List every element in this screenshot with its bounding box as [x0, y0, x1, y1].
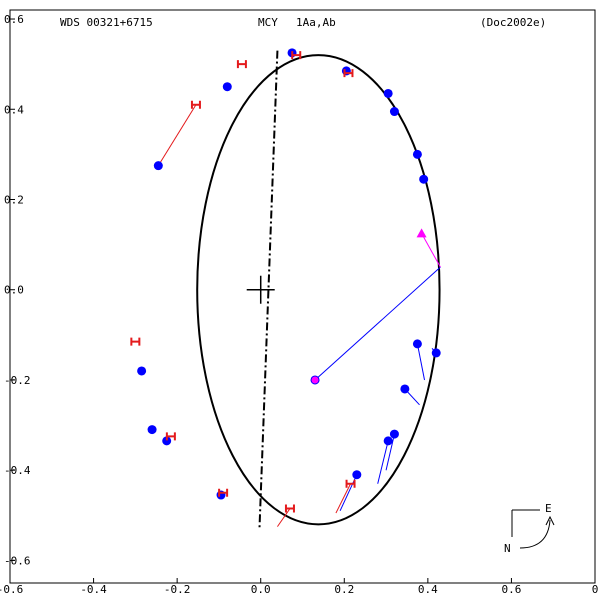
compass-arrowhead-icon — [545, 515, 555, 526]
header-orbit-ref: (Doc2002e) — [480, 16, 546, 29]
measurement-point — [383, 88, 393, 98]
hst-measurement-point — [284, 504, 295, 513]
hst-measurement-point — [236, 60, 247, 69]
y-tick-label: 0.0 — [4, 284, 24, 297]
compass-arrow-icon — [519, 519, 551, 549]
residual-line — [314, 266, 441, 381]
hst-measurement-point — [291, 51, 302, 60]
first-measurement-point — [310, 375, 320, 385]
hst-measurement-point — [130, 337, 141, 346]
x-tick-label: -0.6 — [0, 583, 23, 596]
x-tick-label: 0.2 — [334, 583, 354, 596]
y-tick-label: 0.4 — [4, 103, 24, 116]
x-tick-label: 0.4 — [418, 583, 438, 596]
measurement-point — [222, 82, 232, 92]
predicted-position-point — [416, 228, 427, 238]
residual-line — [335, 483, 352, 514]
header-disc: MCY — [258, 16, 278, 29]
measurement-point — [419, 174, 429, 184]
x-tick-label: 0.0 — [251, 583, 271, 596]
measurement-point — [162, 436, 172, 446]
header-components: 1Aa,Ab — [296, 16, 336, 29]
measurement-point — [352, 470, 362, 480]
residual-line — [421, 233, 441, 268]
x-tick-label: 0 — [592, 583, 599, 596]
y-tick-label: 0.6 — [4, 13, 24, 26]
measurement-point — [400, 384, 410, 394]
hst-measurement-point — [190, 100, 201, 109]
compass-north-label: N — [504, 542, 511, 555]
residual-lines — [157, 52, 441, 527]
residual-line — [416, 343, 426, 381]
orbit-ellipse — [196, 54, 441, 526]
hst-measurement-point — [165, 432, 176, 441]
y-tick-label: -0.2 — [4, 374, 31, 387]
hst-measurement-point — [343, 69, 354, 78]
residual-line — [277, 508, 291, 527]
x-tick-label: -0.2 — [164, 583, 191, 596]
measurement-point — [431, 348, 441, 358]
axis-ticks: -0.6 -0.4 -0.2 0.0 0.2 0.4 0.6 0 0.6 0.4 0.2 0.0 -0.… — [0, 13, 598, 596]
measurement-point — [389, 429, 399, 439]
header-wds: WDS 00321+6715 — [60, 16, 153, 29]
data-points — [130, 48, 441, 513]
measurement-point — [389, 107, 399, 117]
residual-line — [385, 433, 395, 471]
y-tick-label: -0.4 — [4, 464, 31, 477]
measurement-point — [153, 161, 163, 171]
measurement-point — [412, 149, 422, 159]
compass-east-label: E — [545, 502, 552, 515]
residual-line — [157, 104, 197, 166]
plot-frame — [9, 9, 596, 584]
measurement-point — [137, 366, 147, 376]
hst-measurement-point — [218, 488, 229, 497]
measurement-point — [383, 436, 393, 446]
residual-line — [377, 440, 389, 484]
x-tick-label: -0.4 — [80, 583, 107, 596]
compass: E N — [504, 502, 555, 555]
x-tick-label: 0.6 — [501, 583, 521, 596]
orbit-layer — [196, 50, 441, 529]
hst-measurement-point — [345, 479, 356, 488]
y-tick-label: -0.6 — [4, 554, 31, 567]
measurement-point — [147, 425, 157, 435]
y-tick-label: 0.2 — [4, 193, 24, 206]
measurement-point — [412, 339, 422, 349]
